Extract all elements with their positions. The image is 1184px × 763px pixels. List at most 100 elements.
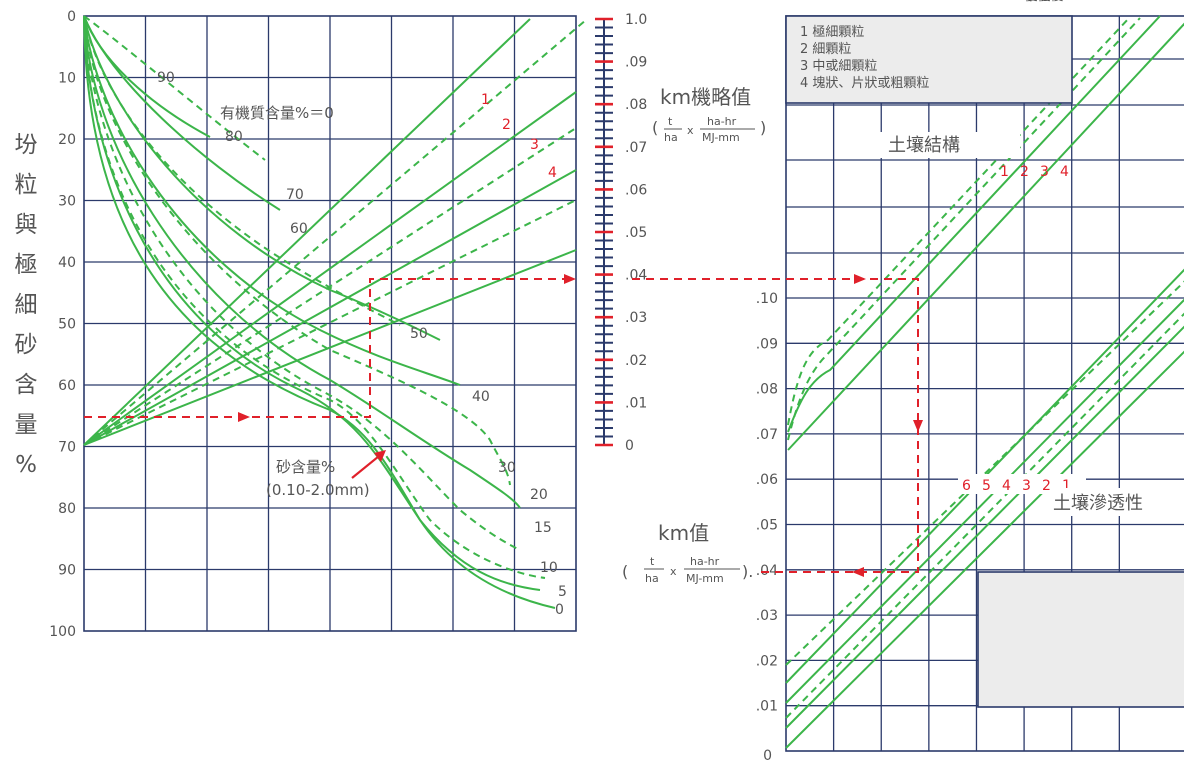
permeability-legend-item: 1 極快 xyxy=(1012,0,1050,4)
permeability-legend-item: 3 中等 xyxy=(1012,0,1050,4)
left-y-label-char: 含 xyxy=(15,372,38,398)
permeability-legend-item: 5 慢 xyxy=(1012,0,1037,4)
structure-line-solid xyxy=(83,169,577,446)
permeability-label: 2 xyxy=(1042,478,1051,494)
km-scale-tick-label: 0 xyxy=(625,438,634,454)
structure-label: 2 xyxy=(1020,164,1029,180)
structure-line-solid xyxy=(83,91,577,446)
right-y-tick: .06 xyxy=(756,472,778,488)
structure-legend-item: 3 中或細顆粒 xyxy=(800,59,877,74)
structure-line-label: 2 xyxy=(502,117,511,133)
permeability-line-solid xyxy=(785,350,1184,749)
structure-line-solid xyxy=(83,249,577,446)
left-y-tick: 50 xyxy=(58,317,76,333)
left-y-tick: 70 xyxy=(58,440,76,456)
km-value-title: km值 xyxy=(658,521,709,545)
km-scale-tick-label: 1.0 xyxy=(625,12,647,28)
structure-right-dashed xyxy=(787,17,1141,441)
km-approx-paren-close: ) xyxy=(760,118,766,137)
left-y-label-char: 量 xyxy=(15,412,38,438)
sand-curve-label: 70 xyxy=(286,187,304,203)
km-scale-tick-label: .09 xyxy=(625,55,647,71)
example-arrow xyxy=(913,420,923,432)
structure-label: 1 xyxy=(1000,164,1009,180)
example-arrow xyxy=(564,274,576,284)
left-panel-curves xyxy=(83,15,587,609)
permeability-line-solid xyxy=(785,325,1184,729)
km-approx-unit-x: x xyxy=(687,124,694,137)
left-y-label-char: % xyxy=(15,452,37,478)
km-approx-unit-hahr: ha-hr xyxy=(707,115,737,128)
sand-curve-label: 80 xyxy=(225,129,243,145)
sand-curve-label: 30 xyxy=(498,460,516,476)
left-y-tick-labels: 0 10 20 30 40 50 60 70 80 90 100 xyxy=(49,9,76,640)
left-y-tick: 100 xyxy=(49,624,76,640)
structure-line-label: 1 xyxy=(481,92,490,108)
right-y-tick: .10 xyxy=(756,291,778,307)
structure-line-label: 4 xyxy=(548,165,557,181)
permeability-label: 3 xyxy=(1022,478,1031,494)
organic-matter-label: 有機質含量%＝0 xyxy=(220,104,334,122)
left-y-tick: 80 xyxy=(58,501,76,517)
km-first-approx-scale: 1.0 .09 .08 .07 .06 .05 .04 .03 .02 .01 0 xyxy=(595,12,647,454)
sand-curve-solid xyxy=(83,15,281,211)
structure-label: 4 xyxy=(1060,164,1069,180)
structure-right-dashed xyxy=(787,16,1131,426)
structure-title: 土壤結構 xyxy=(888,135,960,156)
sand-curve-label: 60 xyxy=(290,221,308,237)
left-y-tick: 0 xyxy=(67,9,76,25)
sand-curve-dashed xyxy=(83,15,546,579)
right-y-tick: .08 xyxy=(756,382,778,398)
km-scale-tick-label: .07 xyxy=(625,140,647,156)
km-value-unit-t: t xyxy=(650,555,655,568)
permeability-line-dashed xyxy=(785,280,1184,666)
left-y-label-char: 坋 xyxy=(15,132,38,158)
left-y-label-char: 極 xyxy=(15,252,38,278)
permeability-legend-item: 2 快 xyxy=(1012,0,1037,4)
sand-curve-solid xyxy=(83,15,521,509)
permeability-title: 土壤滲透性 xyxy=(1053,493,1143,514)
sand-content-range-label: (0.10-2.0mm) xyxy=(266,481,370,499)
permeability-legend-box: 1 極快2 快3 中等4 中等慢5 慢6 極慢 xyxy=(977,0,1184,708)
permeability-legend-background xyxy=(977,571,1184,708)
km-value-unit-hahr: ha-hr xyxy=(690,555,720,568)
left-structure-line-labels: 12 34 xyxy=(481,92,557,181)
right-y-tick: .02 xyxy=(756,653,778,669)
sand-curve-label: 0 xyxy=(555,602,564,618)
right-y-tick: .07 xyxy=(756,427,778,443)
km-approx-paren-open: ( xyxy=(652,118,658,137)
permeability-legend-item: 6 極慢 xyxy=(1012,0,1050,4)
sand-curve-dashed xyxy=(83,15,401,326)
sand-content-label: 砂含量% xyxy=(276,458,335,476)
example-path-right xyxy=(632,278,919,573)
structure-line-dashed xyxy=(83,127,577,446)
sand-curve-label: 40 xyxy=(472,389,490,405)
km-scale-tick-label: .05 xyxy=(625,225,647,241)
km-value-unit: ( t ha x ha-hr MJ-mm ). xyxy=(622,555,753,585)
right-y-tick: 0 xyxy=(763,748,772,763)
km-scale-tick-label: .03 xyxy=(625,310,647,326)
left-y-tick: 30 xyxy=(58,194,76,210)
structure-line-dashed xyxy=(83,19,587,446)
sand-curve-dashed xyxy=(83,15,511,486)
structure-title-backdrop xyxy=(872,132,1020,158)
km-value-unit-ha: ha xyxy=(645,572,659,585)
km-scale-tick-label: .06 xyxy=(625,182,647,198)
km-scale-tick-label: .02 xyxy=(625,353,647,369)
left-y-label-char: 粒 xyxy=(15,172,38,198)
structure-line-dashed xyxy=(83,199,577,446)
sand-curve-label: 20 xyxy=(530,487,548,503)
km-value-unit-x: x xyxy=(670,565,677,578)
right-y-tick: .01 xyxy=(756,699,778,715)
sand-curve-solid xyxy=(83,15,541,591)
km-scale-tick-label: .01 xyxy=(625,395,647,411)
permeability-label: 6 xyxy=(962,478,971,494)
left-y-tick: 60 xyxy=(58,378,76,394)
structure-line-label: 3 xyxy=(530,137,539,153)
left-y-tick: 20 xyxy=(58,132,76,148)
structure-line-solid xyxy=(83,18,531,446)
